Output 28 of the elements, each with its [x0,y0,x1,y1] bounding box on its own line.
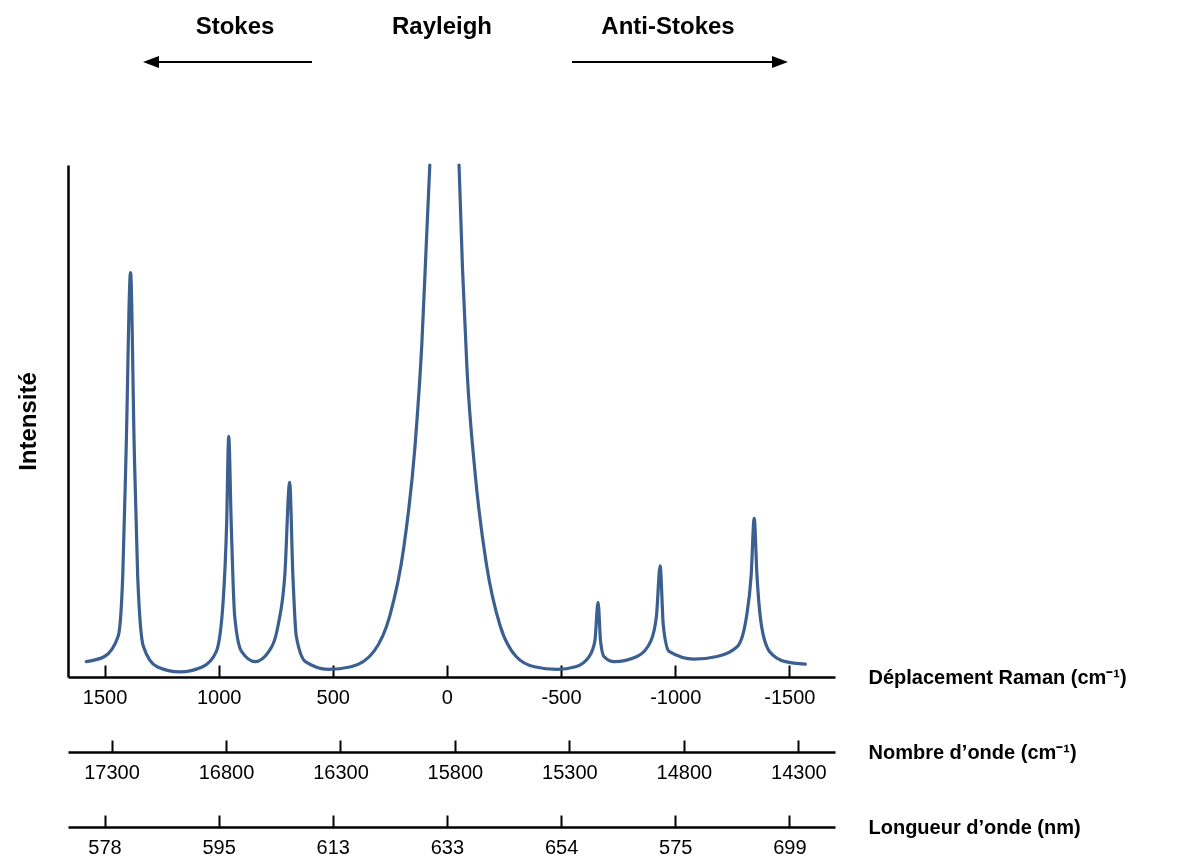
x-tick-label: 0 [441,685,453,708]
x-tick-label: -1500 [764,685,816,708]
x-tick-label: -500 [541,685,582,708]
text: Stokes [195,12,275,40]
text: 633 [430,835,465,858]
x2-tick-label: 16300 [313,760,369,783]
text: Anti-Stokes [601,12,735,40]
text: 654 [544,835,579,858]
text: 613 [316,835,350,858]
x-tick-label: 1000 [196,685,242,708]
x-tick-label: 1500 [82,685,128,708]
y-axis-title: Intensité [13,372,41,471]
text: 595 [202,835,236,858]
text: Rayleigh [391,12,493,40]
x2-tick-label: 14300 [771,760,827,783]
text: 575 [659,835,693,858]
x-tick-label: 500 [316,685,350,708]
x2-axis-title: Nombre d’onde (cm⁻¹) [868,740,1077,763]
x2-tick-label: 16800 [198,760,255,783]
text: Longueur d’onde (nm) [868,815,1081,838]
text: 578 [88,835,122,858]
text: 699 [773,835,807,858]
x2-tick-label: 15800 [427,760,484,783]
x2-tick-label: 15300 [542,760,598,783]
x2-tick-label: 17300 [84,760,140,783]
x-axis-title: Déplacement Raman (cm⁻¹) [868,665,1127,688]
x2-tick-label: 14800 [656,760,713,783]
x-tick-label: -1000 [650,685,702,708]
